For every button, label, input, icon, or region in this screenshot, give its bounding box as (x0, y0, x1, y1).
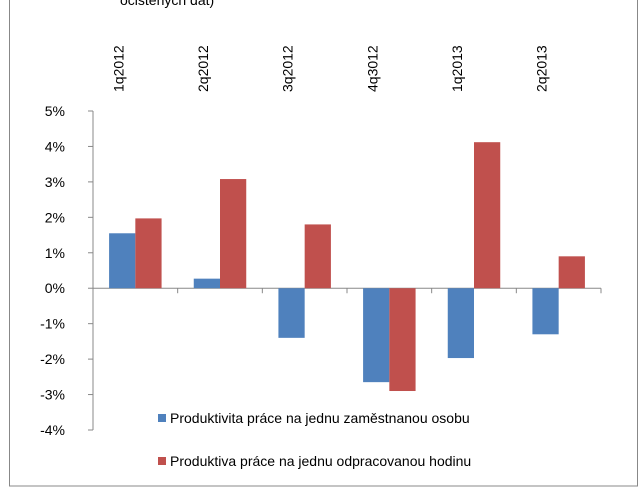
x-tick-label: 1q2013 (449, 45, 465, 92)
x-tick-label: 1q2012 (110, 45, 126, 92)
bar (558, 256, 585, 289)
bar (447, 288, 474, 359)
bar (109, 233, 136, 289)
x-tick-label: 2q2012 (195, 45, 211, 92)
y-tick-label: 1% (45, 245, 65, 261)
y-tick-label: 3% (45, 174, 65, 190)
legend-swatch (158, 457, 166, 465)
bar (389, 288, 416, 392)
bar (532, 288, 559, 335)
legend-label: Produktiva práce na jednu odpracovanou h… (170, 453, 471, 469)
y-tick-label: 0% (45, 280, 65, 296)
y-tick-label: -1% (40, 316, 65, 332)
chart-frame (9, 0, 638, 487)
y-tick-label: -3% (40, 387, 65, 403)
bar (193, 278, 220, 289)
legend-label: Produktivita práce na jednu zaměstnanou … (170, 410, 470, 426)
chart-title: očištěných dat) (120, 0, 214, 8)
x-tick-label: 3q2012 (280, 45, 296, 92)
bar (220, 179, 247, 289)
y-tick-label: 5% (45, 103, 65, 119)
x-tick-label: 2q2013 (534, 45, 550, 92)
bar (363, 288, 390, 383)
bar (135, 218, 162, 289)
y-tick-label: -2% (40, 351, 65, 367)
bar (474, 142, 501, 289)
bar (304, 224, 331, 289)
legend-swatch (158, 414, 166, 422)
y-tick-label: -4% (40, 422, 65, 438)
y-tick-label: 4% (45, 138, 65, 154)
bar (278, 288, 305, 338)
x-tick-label: 4q3012 (364, 45, 380, 92)
y-tick-label: 2% (45, 209, 65, 225)
